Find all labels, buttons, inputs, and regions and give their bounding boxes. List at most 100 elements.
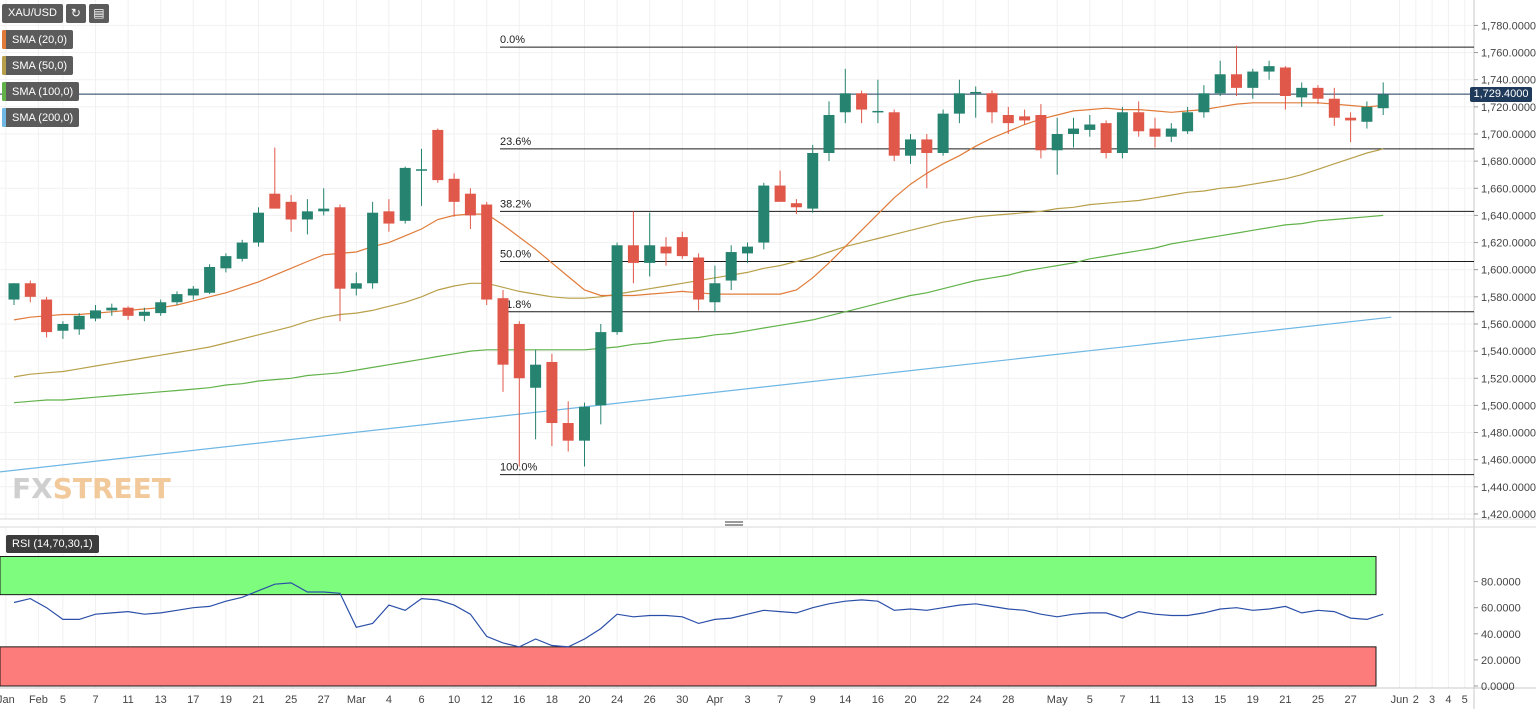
- sma200-label: SMA (200,0): [12, 111, 74, 124]
- panel-resize-handle-2: [725, 524, 743, 526]
- candle-up: [1198, 93, 1210, 113]
- x-tick-label: 12: [481, 694, 493, 706]
- rsi-y-tick-label: 0.0000: [1481, 681, 1515, 693]
- x-tick-label: 7: [1119, 694, 1125, 706]
- candle-up: [1182, 112, 1194, 132]
- x-tick-label: 21: [1279, 694, 1291, 706]
- candle-up: [318, 208, 330, 212]
- candle-up: [171, 294, 183, 303]
- sma100-legend[interactable]: SMA (100,0): [2, 82, 80, 101]
- candle-up: [1296, 87, 1308, 98]
- y-tick-label: 1,700.0000: [1481, 129, 1536, 141]
- sma50-label: SMA (50,0): [12, 59, 68, 72]
- candle-up: [1051, 133, 1063, 151]
- candle-down: [774, 185, 786, 202]
- rsi-y-tick-label: 40.0000: [1481, 629, 1521, 641]
- x-tick-label: 28: [1002, 694, 1014, 706]
- x-tick-label: 7: [777, 694, 783, 706]
- x-tick-label: 22: [937, 694, 949, 706]
- candle-up: [579, 406, 590, 441]
- candle-down: [660, 246, 672, 254]
- candle-down: [856, 93, 868, 110]
- x-tick-label: 25: [1312, 694, 1324, 706]
- candle-down: [497, 298, 509, 365]
- x-tick-label: Jan: [0, 694, 15, 706]
- x-tick-label: 15: [1214, 694, 1226, 706]
- x-tick-label: 4: [386, 694, 392, 706]
- refresh-icon[interactable]: ↻: [65, 4, 86, 23]
- candle-up: [709, 283, 721, 303]
- x-tick-label: 3: [744, 694, 750, 706]
- x-tick-label: 16: [513, 694, 525, 706]
- sma100-label: SMA (100,0): [12, 85, 74, 98]
- candle-up: [937, 113, 949, 153]
- rsi-y-tick-label: 60.0000: [1481, 603, 1521, 615]
- y-tick-label: 1,420.0000: [1481, 509, 1536, 521]
- candle-up: [644, 245, 656, 263]
- symbol-button[interactable]: XAU/USD: [2, 4, 63, 23]
- candle-down: [122, 307, 134, 316]
- candle-up: [57, 323, 69, 331]
- rsi-oversold-zone: [0, 646, 1377, 687]
- sma20-label: SMA (20,0): [12, 33, 68, 46]
- calendar-icon[interactable]: ▤: [88, 4, 109, 23]
- candle-up: [823, 114, 835, 153]
- candle-up: [106, 307, 118, 311]
- sma200-swatch: [2, 108, 6, 127]
- candle-down: [1231, 74, 1242, 88]
- x-tick-label: 3: [1429, 694, 1435, 706]
- y-tick-label: 1,720.0000: [1481, 102, 1536, 114]
- candle-down: [1312, 87, 1324, 99]
- sma20-swatch: [2, 30, 6, 49]
- sma200-legend[interactable]: SMA (200,0): [2, 108, 80, 127]
- candle-down: [562, 423, 574, 441]
- rsi-legend[interactable]: RSI (14,70,30,1): [6, 535, 99, 553]
- candle-down: [1345, 117, 1357, 121]
- y-tick-label: 1,440.0000: [1481, 482, 1536, 494]
- y-tick-label: 1,520.0000: [1481, 373, 1536, 385]
- x-tick-label: 11: [1149, 694, 1160, 706]
- y-tick-label: 1,760.0000: [1481, 48, 1536, 60]
- x-tick-label: 30: [676, 694, 688, 706]
- candle-up: [301, 211, 313, 220]
- x-tick-label: 6: [418, 694, 424, 706]
- candle-up: [1084, 124, 1096, 130]
- candle-up: [1377, 94, 1389, 109]
- candle-down: [1002, 114, 1014, 124]
- candle-up: [872, 110, 884, 113]
- sma50-swatch: [2, 56, 6, 75]
- x-tick-label: 11: [122, 694, 133, 706]
- sma20-legend[interactable]: SMA (20,0): [2, 30, 74, 49]
- x-tick-label: 5: [60, 694, 66, 706]
- candle-down: [1035, 114, 1047, 151]
- y-tick-label: 1,780.0000: [1481, 20, 1536, 32]
- x-tick-label: 27: [1344, 694, 1356, 706]
- y-tick-label: 1,640.0000: [1481, 210, 1536, 222]
- candle-up: [905, 139, 916, 156]
- candle-up: [8, 283, 20, 300]
- candle-down: [693, 257, 705, 300]
- rsi-overbought-zone: [0, 556, 1377, 596]
- y-tick-label: 1,500.0000: [1481, 400, 1536, 412]
- y-tick-label: 1,560.0000: [1481, 319, 1536, 331]
- candle-up: [1068, 128, 1079, 134]
- candle-up: [725, 252, 737, 281]
- sma50-legend[interactable]: SMA (50,0): [2, 56, 74, 75]
- candle-up: [73, 315, 85, 330]
- candle-down: [676, 237, 688, 257]
- candle-up: [953, 93, 965, 114]
- candle-down: [1328, 98, 1340, 118]
- candle-down: [1149, 128, 1161, 137]
- candle-down: [464, 193, 476, 216]
- candle-up: [204, 266, 216, 293]
- x-tick-label: 21: [252, 694, 264, 706]
- rsi-y-tick-label: 80.0000: [1481, 577, 1521, 589]
- fib-label: 50.0%: [500, 249, 531, 261]
- y-tick-label: 1,600.0000: [1481, 265, 1536, 277]
- candle-down: [546, 361, 558, 424]
- candle-down: [448, 178, 460, 202]
- x-tick-label: 13: [155, 694, 167, 706]
- candle-down: [986, 93, 998, 113]
- candle-down: [383, 211, 395, 224]
